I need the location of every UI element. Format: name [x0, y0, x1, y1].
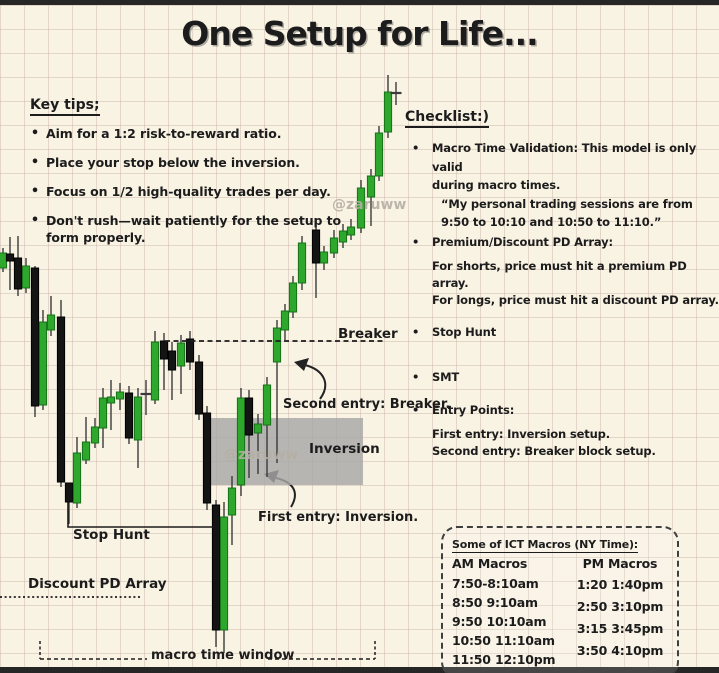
top-letterbox-bar [0, 0, 719, 5]
table-row: 8:50 9:10am [452, 595, 538, 610]
bullet-icon: • [412, 235, 420, 249]
list-item: • Aim for a 1:2 risk-to-reward ratio. [24, 125, 392, 142]
graph-paper-grid [0, 5, 719, 667]
bullet-icon: • [412, 403, 420, 417]
table-row: 7:50-8:10am [452, 576, 539, 591]
list-item: • Stop Hunt [405, 323, 496, 342]
list-item: • Entry Points: First entry: Inversion s… [405, 401, 656, 460]
key-tips-heading: Key tips; [30, 97, 100, 116]
list-item: • Premium/Discount PD Array: For shorts,… [405, 233, 719, 309]
bullet-icon: • [412, 325, 420, 339]
bottom-letterbox-bar [0, 667, 719, 673]
pm-macros-header: PM Macros [582, 556, 658, 571]
list-item: • Focus on 1/2 high-quality trades per d… [24, 183, 392, 200]
table-row: 3:50 4:10pm [576, 643, 664, 658]
list-item: • Don't rush—wait patiently for the setu… [24, 212, 392, 246]
bullet-icon: • [30, 126, 40, 141]
first-entry-label: First entry: Inversion. [258, 510, 419, 525]
macro-time-window-label: macro time window [151, 648, 295, 663]
key-tips-section: Key tips; • Aim for a 1:2 risk-to-reward… [24, 94, 392, 258]
table-row: 3:15 3:45pm [576, 621, 664, 636]
bullet-icon: • [412, 370, 420, 384]
list-item: • SMT [405, 368, 459, 387]
second-entry-label: Second entry: Breaker. [283, 397, 451, 412]
bullet-icon: • [412, 141, 420, 155]
key-tips-list: • Aim for a 1:2 risk-to-reward ratio. • … [24, 125, 392, 246]
checklist-section: Checklist:) • Macro Time Validation: Thi… [405, 106, 719, 466]
am-macros-header: AM Macros [452, 556, 528, 571]
checklist-heading: Checklist:) [405, 109, 489, 128]
pm-macros-column: PM Macros 1:20 1:40pm 2:50 3:10pm 3:15 3… [568, 556, 668, 669]
bullet-icon: • [30, 213, 40, 228]
stop-hunt-label: Stop Hunt [73, 527, 150, 543]
table-row: 9:50 10:10am [452, 614, 547, 629]
table-row: 1:20 1:40pm [576, 577, 664, 592]
breaker-label: Breaker [338, 326, 398, 342]
macros-panel-title: Some of ICT Macros (NY Time): [452, 538, 639, 553]
table-row: 10:50 11:10am [452, 633, 555, 648]
inversion-label: Inversion [309, 441, 380, 457]
list-item: • Macro Time Validation: This model is o… [405, 139, 719, 232]
bullet-icon: • [30, 155, 40, 170]
watermark: @zaruww [224, 447, 299, 463]
discount-pd-array-label: Discount PD Array [28, 576, 167, 592]
list-item: • Place your stop below the inversion. [24, 154, 392, 171]
ict-macros-panel: Some of ICT Macros (NY Time): AM Macros … [441, 526, 679, 673]
page-title: One Setup for Life... [181, 14, 538, 53]
watermark: @zaruww [332, 197, 407, 213]
am-macros-column: AM Macros 7:50-8:10am 8:50 9:10am 9:50 1… [452, 556, 568, 669]
table-row: 11:50 12:10pm [452, 652, 556, 667]
table-row: 2:50 3:10pm [576, 599, 664, 614]
bullet-icon: • [30, 184, 40, 199]
